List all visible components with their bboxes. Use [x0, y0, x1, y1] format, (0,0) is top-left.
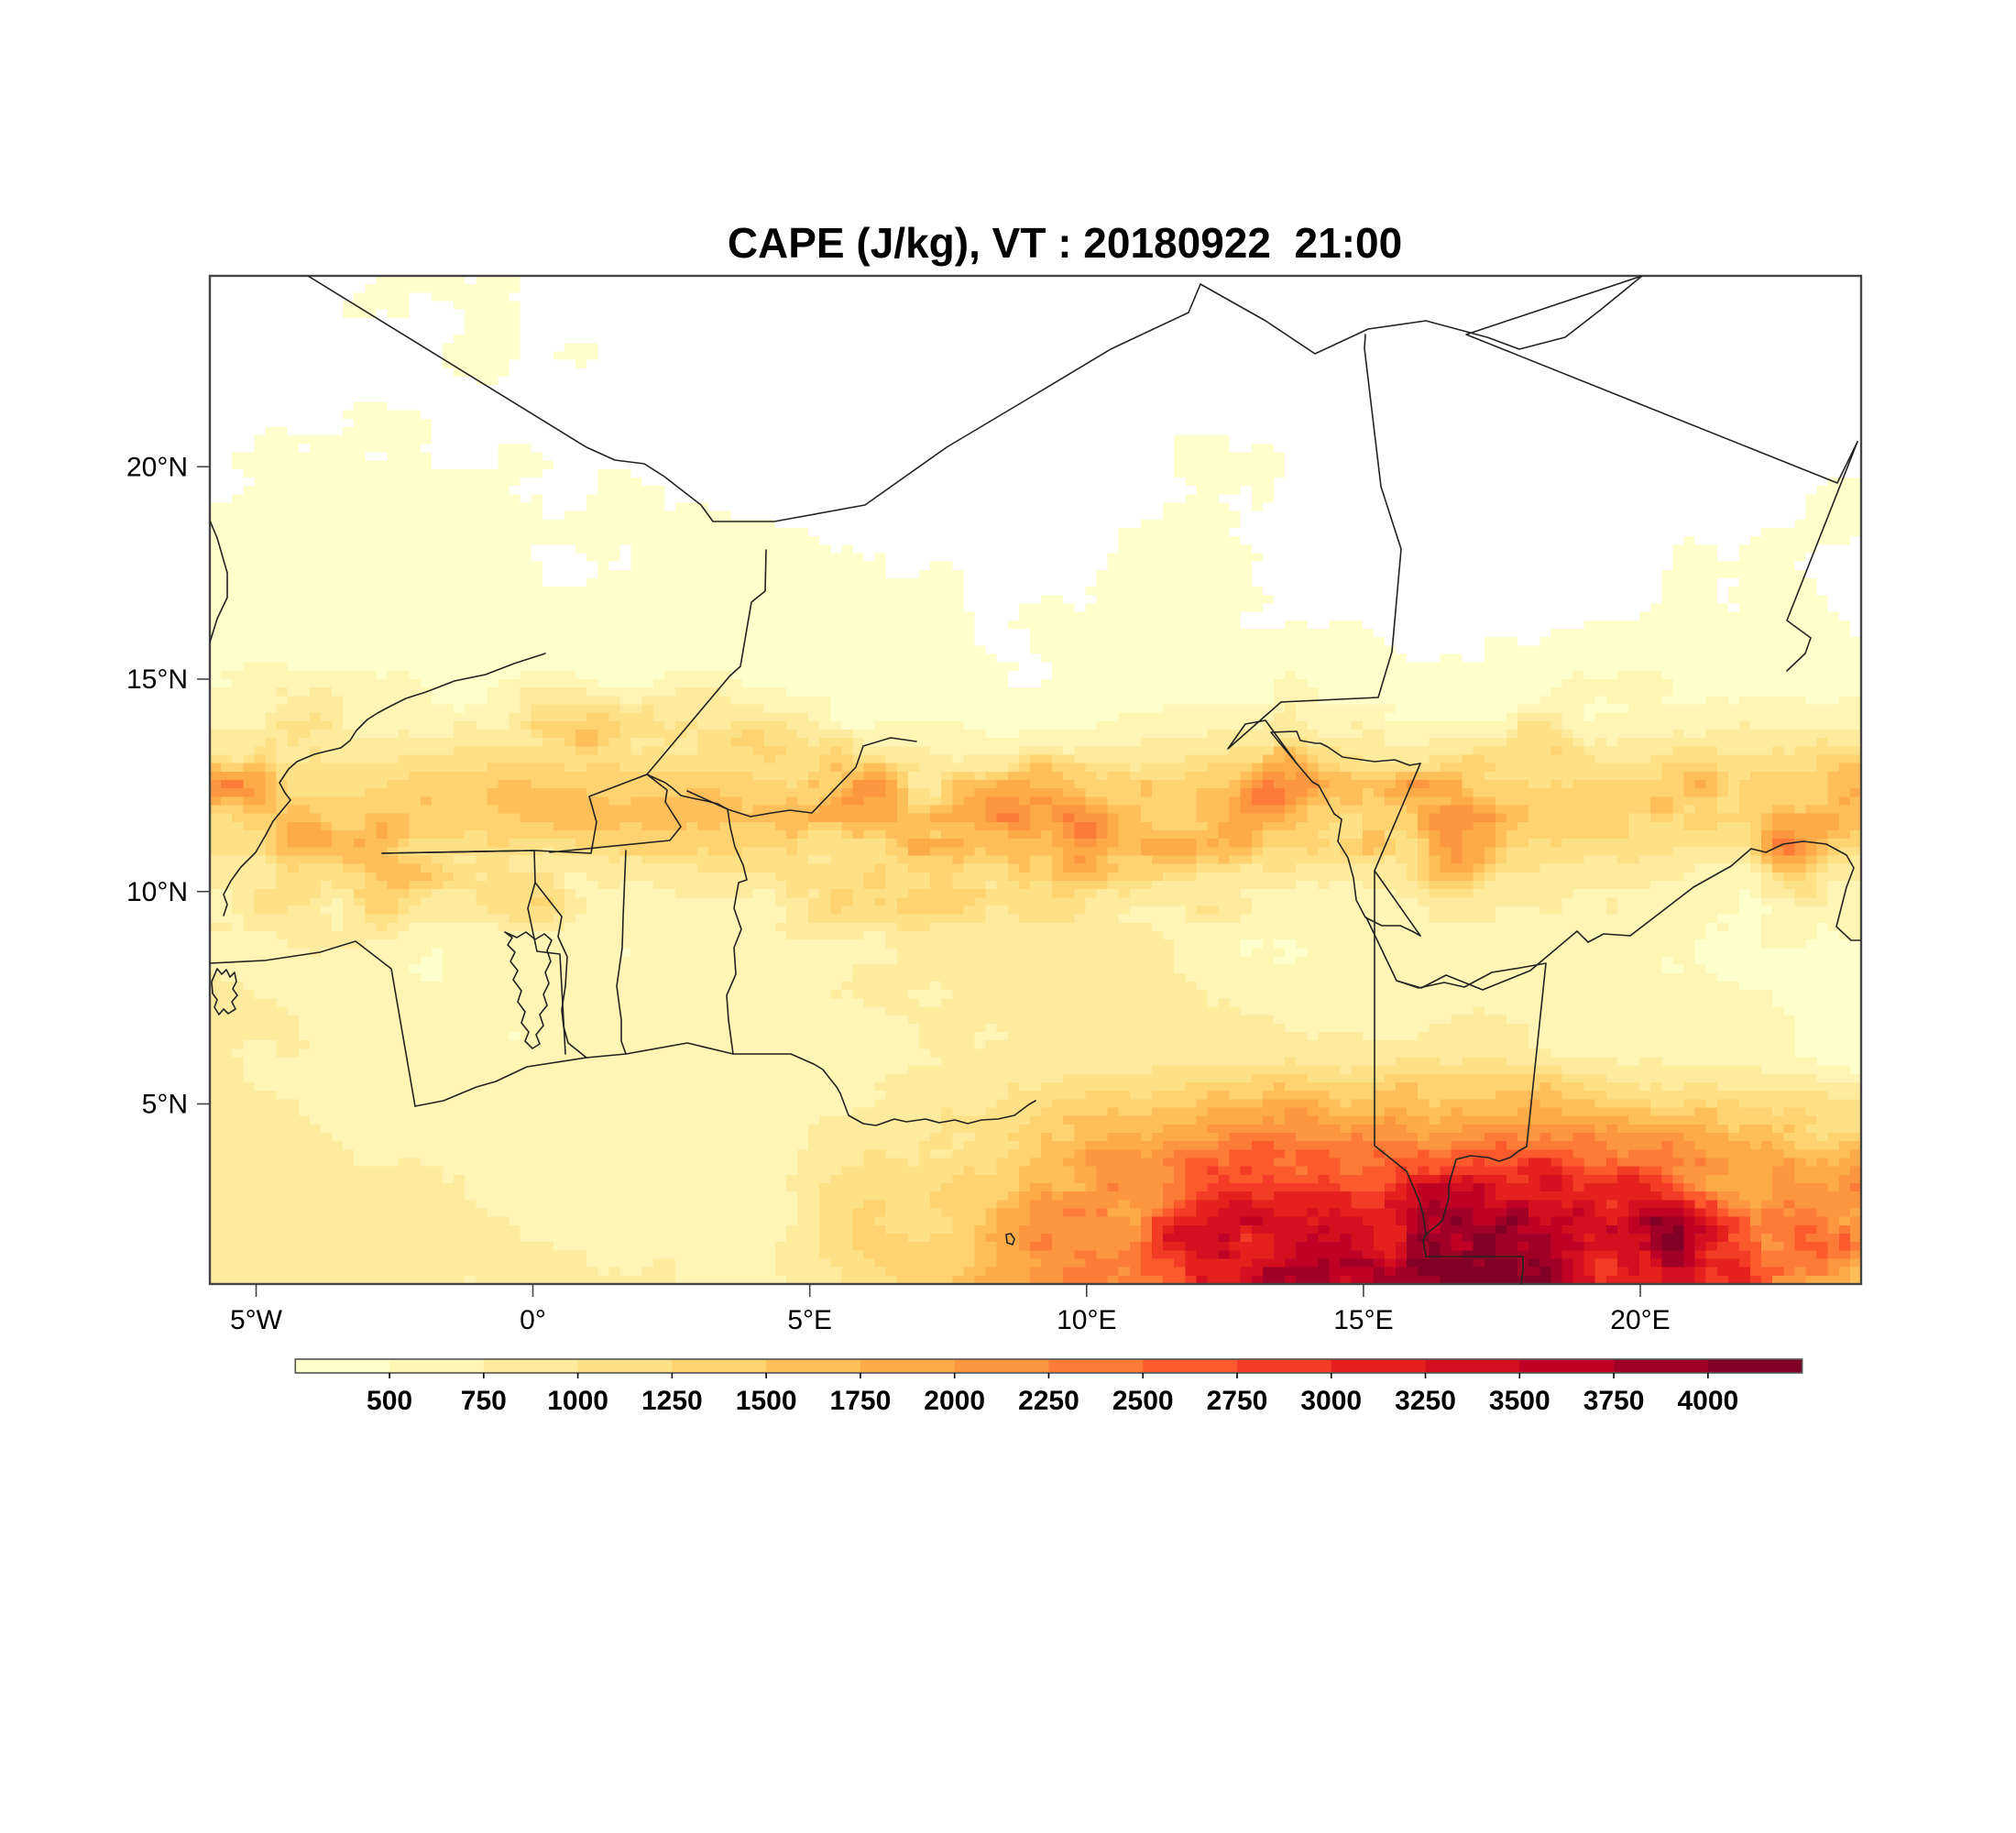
svg-text:1250: 1250 [641, 1386, 703, 1416]
svg-text:2250: 2250 [1018, 1386, 1079, 1416]
svg-text:1000: 1000 [547, 1386, 608, 1416]
svg-text:2000: 2000 [924, 1386, 985, 1416]
svg-text:2750: 2750 [1207, 1386, 1268, 1416]
svg-text:500: 500 [367, 1386, 412, 1416]
svg-text:3500: 3500 [1489, 1386, 1550, 1416]
svg-text:0°: 0° [520, 1305, 546, 1335]
svg-text:750: 750 [461, 1386, 507, 1416]
svg-text:10°E: 10°E [1057, 1305, 1116, 1335]
svg-text:20°N: 20°N [126, 452, 188, 482]
svg-text:4000: 4000 [1677, 1386, 1738, 1416]
svg-text:5°N: 5°N [142, 1090, 188, 1120]
svg-text:2500: 2500 [1112, 1386, 1174, 1416]
svg-text:5°E: 5°E [787, 1305, 832, 1335]
svg-text:3750: 3750 [1583, 1386, 1645, 1416]
svg-text:15°E: 15°E [1333, 1305, 1393, 1335]
svg-text:15°N: 15°N [126, 664, 188, 695]
svg-text:10°N: 10°N [126, 877, 188, 907]
svg-text:1750: 1750 [830, 1386, 892, 1416]
svg-text:5°W: 5°W [230, 1305, 283, 1335]
svg-text:1500: 1500 [736, 1386, 797, 1416]
svg-text:3000: 3000 [1300, 1386, 1362, 1416]
svg-text:3250: 3250 [1395, 1386, 1456, 1416]
svg-text:20°E: 20°E [1610, 1305, 1670, 1335]
